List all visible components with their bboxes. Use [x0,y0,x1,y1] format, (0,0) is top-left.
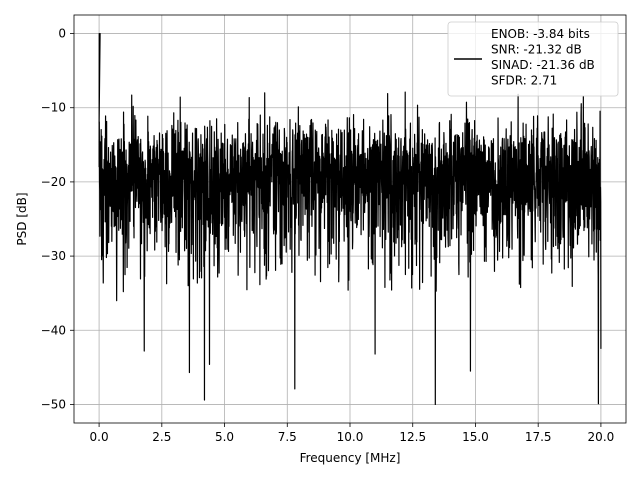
legend-box [447,21,619,97]
y-axis-ticks: 0 −10 −20 −30 −40 −50 [41,27,74,411]
x-tick-label: 17.5 [525,430,552,444]
y-tick-label: −40 [41,323,66,337]
x-tick-label: 20.0 [588,430,615,444]
x-tick-label: 12.5 [399,430,426,444]
y-tick-label: −10 [41,101,66,115]
x-tick-label: 10.0 [337,430,364,444]
legend-entry-line: SFDR: 2.71 [491,74,557,88]
psd-series-line [98,32,602,406]
x-tick-label: 15.0 [462,430,489,444]
legend-entry-line: SNR: -21.32 dB [491,43,582,57]
x-axis-ticks: 0.0 2.5 5.0 7.5 10.0 12.5 15.0 17.5 20.0 [90,423,615,444]
x-axis-label: Frequency [MHz] [300,451,401,465]
y-tick-label: −20 [41,175,66,189]
x-tick-label: 7.5 [278,430,297,444]
y-tick-label: −50 [41,397,66,411]
legend-entry-line: ENOB: -3.84 bits [491,27,590,41]
x-tick-label: 5.0 [215,430,234,444]
y-tick-label: 0 [58,27,66,41]
x-tick-label: 0.0 [90,430,109,444]
plot-area [98,32,602,406]
x-tick-label: 2.5 [152,430,171,444]
y-tick-label: −30 [41,249,66,263]
y-axis-label: PSD [dB] [15,192,29,245]
legend-entry-line: SINAD: -21.36 dB [491,58,595,72]
